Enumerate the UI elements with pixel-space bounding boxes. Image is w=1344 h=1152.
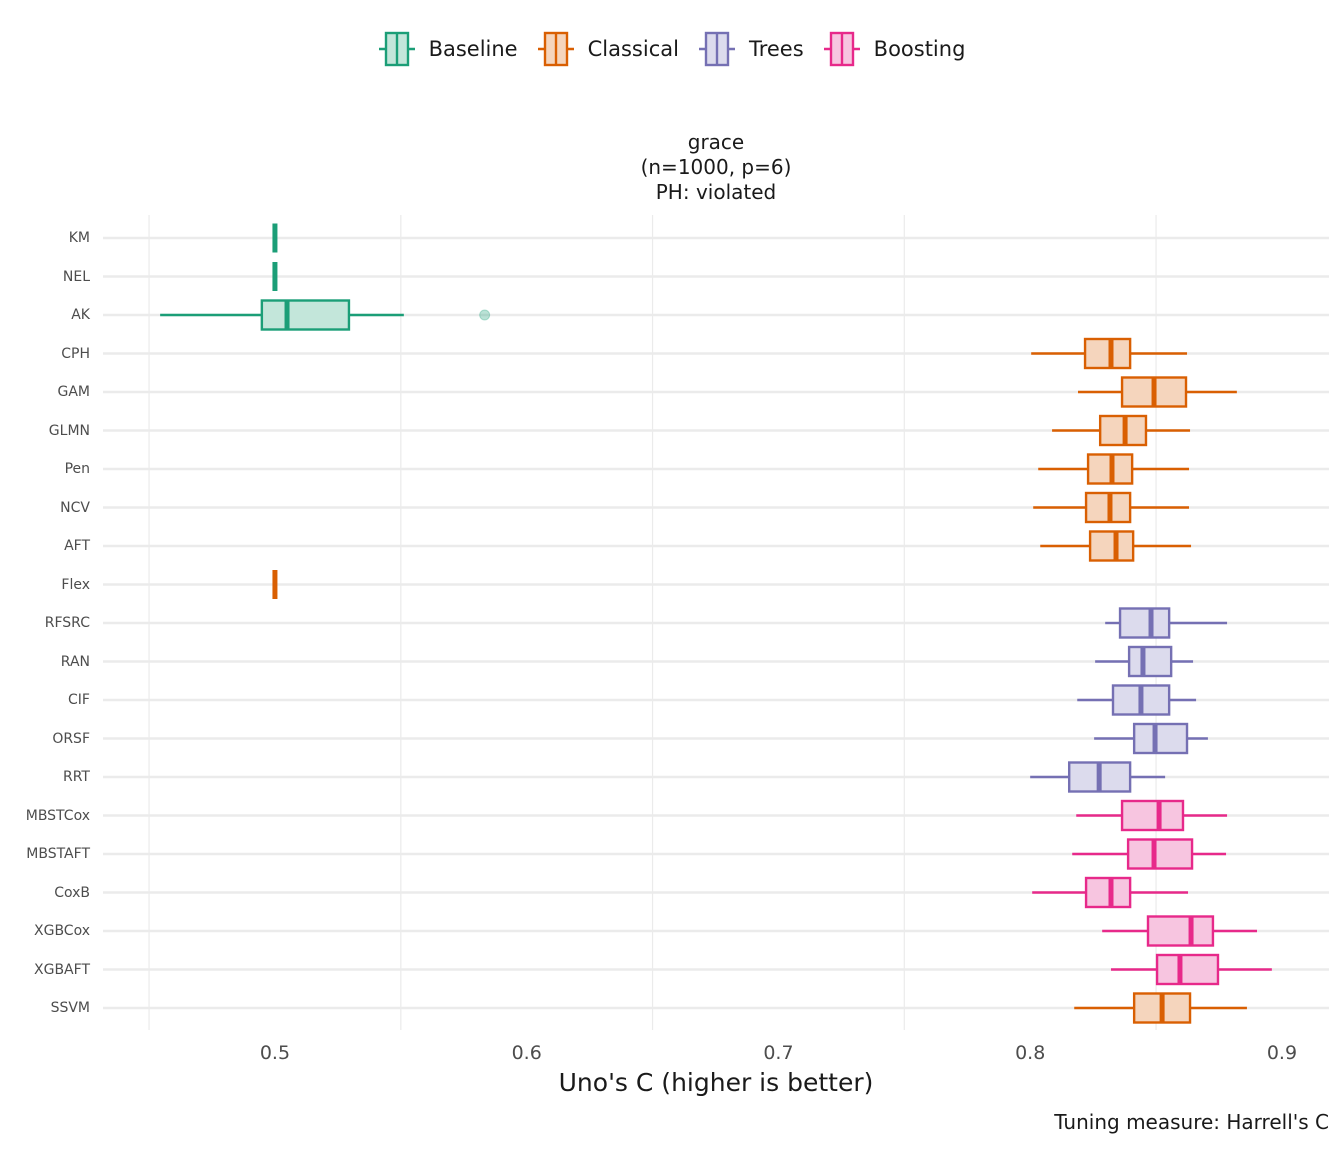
x-tick-label: 0.5	[259, 1042, 291, 1064]
y-tick-label: GAM	[57, 384, 90, 400]
y-tick-label: ORSF	[52, 730, 90, 747]
y-tick-label: Flex	[61, 576, 90, 593]
strip-line-ph: PH: violated	[655, 180, 777, 204]
y-tick-label: GLMN	[48, 422, 90, 439]
y-tick-label: NCV	[60, 499, 90, 516]
y-tick-label: CoxB	[54, 884, 90, 901]
box-RFSRC	[1118, 607, 1171, 639]
y-tick-label: CPH	[61, 345, 90, 362]
box-RAN	[1127, 645, 1173, 678]
box-XGBCox	[1146, 915, 1215, 947]
y-tick-label: MBSTAFT	[26, 846, 90, 862]
legend-key-boxplot-icon	[823, 31, 860, 67]
legend-key-boxplot-icon	[378, 31, 415, 67]
y-tick-label: NEL	[62, 268, 90, 285]
y-tick-label: XGBAFT	[34, 961, 90, 978]
y-tick-label: RRT	[63, 769, 90, 785]
x-tick-label: 0.8	[1015, 1042, 1046, 1064]
legend: Baseline Classical Trees Boosting	[0, 30, 1344, 68]
legend-label: Baseline	[428, 37, 518, 61]
box-ORSF	[1132, 722, 1189, 755]
x-tick-label: 0.6	[511, 1042, 542, 1064]
box-MBSTAFT	[1126, 838, 1194, 870]
legend-key-boxplot-icon	[698, 31, 735, 67]
box-AK	[260, 299, 351, 331]
y-tick-label: SSVM	[50, 1000, 90, 1016]
caption: Tuning measure: Harrell's C	[1054, 1110, 1329, 1134]
x-tick-label: 0.7	[763, 1042, 794, 1064]
y-tick-label: Pen	[64, 461, 90, 477]
y-tick-label: KM	[68, 230, 90, 246]
facet-strip-title: grace (n=1000, p=6) PH: violated	[103, 130, 1329, 205]
y-tick-label: XGBCox	[34, 923, 90, 939]
box-AFT	[1088, 530, 1135, 562]
outlier-point-AK	[479, 309, 491, 321]
legend-key-boxplot-icon	[537, 31, 574, 67]
x-tick-label: 0.9	[1266, 1042, 1298, 1064]
legend-label: Classical	[587, 37, 679, 61]
y-tick-label: RAN	[60, 653, 90, 670]
box-CPH	[1083, 337, 1132, 370]
box-XGBAFT	[1155, 953, 1220, 986]
strip-line-dataset: grace	[687, 130, 745, 154]
legend-label: Boosting	[873, 37, 966, 61]
legend-item-boosting: Boosting	[823, 30, 966, 68]
strip-line-dimensions: (n=1000, p=6)	[640, 155, 792, 179]
legend-label: Trees	[748, 37, 804, 61]
y-tick-label: AK	[71, 307, 90, 323]
legend-item-trees: Trees	[698, 30, 804, 68]
box-MBSTCox	[1120, 799, 1185, 832]
legend-item-baseline: Baseline	[378, 30, 518, 68]
y-tick-label: RFSRC	[44, 615, 90, 631]
y-tick-label: CIF	[68, 692, 90, 708]
y-tick-label: AFT	[64, 538, 90, 554]
legend-item-classical: Classical	[537, 30, 679, 68]
x-axis-title: Uno's C (higher is better)	[558, 1068, 874, 1097]
y-tick-label: MBSTCox	[25, 807, 90, 824]
box-CoxB	[1084, 876, 1132, 909]
